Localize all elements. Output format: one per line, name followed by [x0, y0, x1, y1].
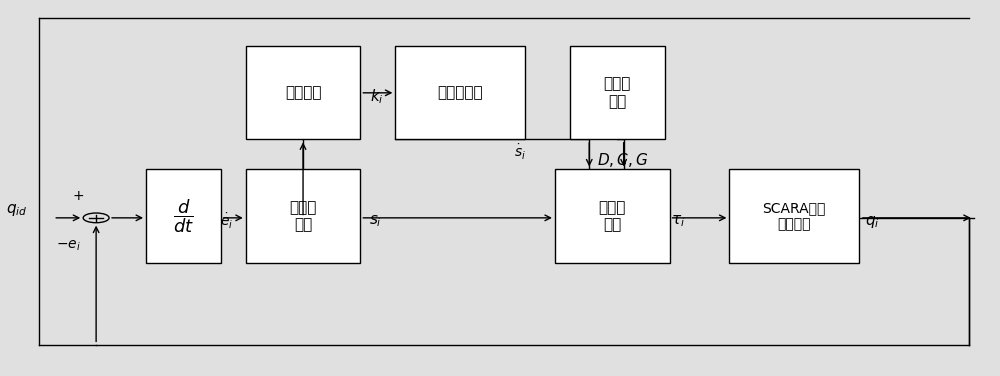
Text: $+$: $+$ — [72, 189, 84, 203]
FancyBboxPatch shape — [395, 46, 525, 139]
Text: 滑模控
制器: 滑模控 制器 — [598, 200, 626, 232]
Text: 建立滑
模面: 建立滑 模面 — [289, 200, 317, 232]
Text: SCARA机器
人各关节: SCARA机器 人各关节 — [762, 201, 826, 231]
Text: $q_i$: $q_i$ — [865, 214, 879, 230]
FancyBboxPatch shape — [246, 46, 360, 139]
Text: 模糊控制: 模糊控制 — [285, 85, 321, 100]
Text: $\dot{s}_i$: $\dot{s}_i$ — [514, 143, 526, 162]
Text: $D,C,G$: $D,C,G$ — [597, 151, 648, 169]
Text: $k_i$: $k_i$ — [370, 87, 384, 106]
Text: 动力学
建模: 动力学 建模 — [603, 77, 631, 109]
FancyBboxPatch shape — [246, 169, 360, 263]
FancyBboxPatch shape — [146, 169, 221, 263]
FancyBboxPatch shape — [555, 169, 670, 263]
FancyBboxPatch shape — [570, 46, 665, 139]
Text: $s_i$: $s_i$ — [369, 214, 382, 229]
Text: $\tau_i$: $\tau_i$ — [671, 214, 686, 229]
Text: $\dfrac{d}{dt}$: $\dfrac{d}{dt}$ — [173, 197, 194, 235]
Text: $\dot{e}_i$: $\dot{e}_i$ — [220, 212, 233, 231]
Text: $-e_i$: $-e_i$ — [56, 239, 81, 253]
Text: 滑模趋近律: 滑模趋近律 — [437, 85, 483, 100]
FancyBboxPatch shape — [729, 169, 859, 263]
Text: $q_{id}$: $q_{id}$ — [6, 202, 27, 218]
